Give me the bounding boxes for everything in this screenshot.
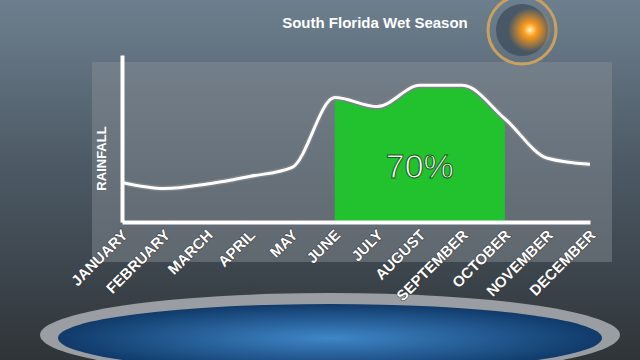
x-tick: MARCH <box>164 226 215 277</box>
x-tick-label: MAY <box>266 226 301 261</box>
x-tick-label: APRIL <box>214 226 258 270</box>
pool <box>58 304 602 360</box>
title: South Florida Wet Season <box>282 14 468 31</box>
x-tick-label: MARCH <box>164 226 215 277</box>
radar-icon <box>488 0 556 64</box>
line-outline <box>122 85 590 188</box>
x-tick: FEBRUARY <box>103 226 174 297</box>
pool-rim <box>40 293 620 360</box>
y-axis-title: RAINFALL <box>94 126 109 190</box>
x-tick-label: SEPTEMBER <box>393 226 471 304</box>
y-axis-line <box>121 56 125 223</box>
highlight-area <box>335 85 505 222</box>
radar-ring <box>488 0 556 64</box>
x-tick: SEPTEMBER <box>393 226 471 304</box>
x-tick: MAY <box>266 226 301 261</box>
x-tick: JULY <box>348 226 386 264</box>
x-tick: DECEMBER <box>526 226 599 299</box>
chart: JANUARYFEBRUARYMARCHAPRILMAYJUNEJULYAUGU… <box>0 0 640 360</box>
x-axis-line <box>123 221 591 225</box>
x-tick-label: JULY <box>348 226 386 264</box>
x-tick-label: FEBRUARY <box>103 226 174 297</box>
y-axis <box>122 56 123 223</box>
highlight-label: 70% <box>386 147 454 185</box>
x-tick: APRIL <box>214 226 258 270</box>
radar-glow <box>508 8 552 52</box>
rainfall-line <box>122 85 590 188</box>
panel <box>92 62 612 262</box>
x-tick-label: JUNE <box>303 226 343 266</box>
x-axis: JANUARYFEBRUARYMARCHAPRILMAYJUNEJULYAUGU… <box>68 223 599 305</box>
plot-area <box>122 85 590 222</box>
x-tick: JUNE <box>303 226 343 266</box>
x-tick-label: DECEMBER <box>526 226 599 299</box>
